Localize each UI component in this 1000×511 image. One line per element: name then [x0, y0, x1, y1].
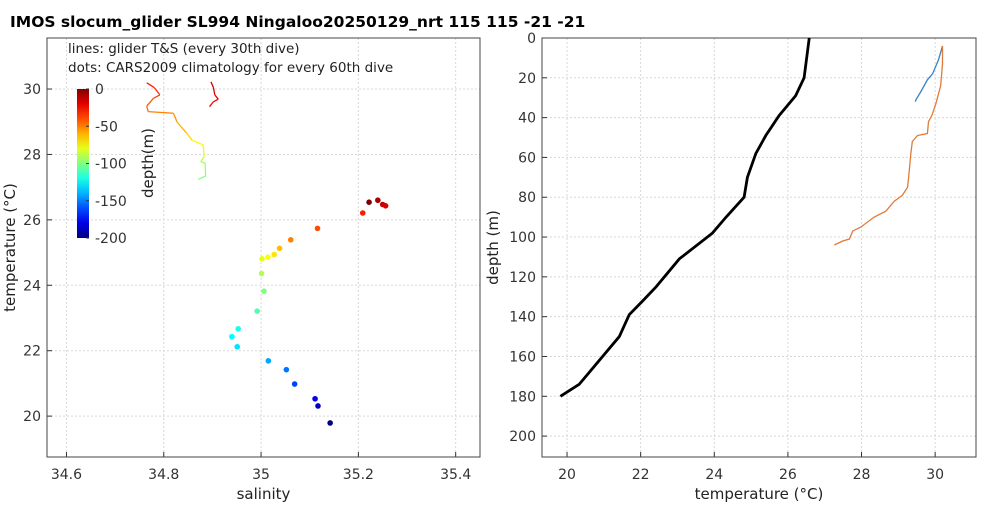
y-tick-label: 28 — [23, 147, 41, 163]
x-tick-label: 34.6 — [51, 467, 82, 483]
glider-ts-segment — [200, 156, 205, 163]
y-tick-label: 20 — [518, 71, 536, 87]
glider-ts-segment — [176, 121, 188, 134]
plot-frame — [541, 37, 977, 458]
y-tick-label: 40 — [518, 111, 536, 127]
colorbar-tick-label: -50 — [95, 119, 118, 135]
glider-ts-segment — [210, 81, 214, 88]
x-tick-label: 35 — [252, 467, 270, 483]
colorbar-label: depth(m) — [139, 128, 157, 198]
profile-line — [559, 37, 811, 398]
x-tick-label: 22 — [632, 467, 650, 483]
legend-text: lines: glider T&S (every 30th dive) — [68, 41, 300, 57]
climatology-dot — [259, 255, 265, 262]
climatology-dot — [276, 245, 283, 252]
climatology-dot — [234, 343, 241, 350]
climatology-dot — [258, 270, 265, 277]
climatology-dot — [265, 358, 272, 364]
y-tick-label: 26 — [23, 213, 41, 229]
x-tick-label: 30 — [926, 467, 944, 483]
climatology-dot — [271, 251, 278, 258]
figure-title: IMOS slocum_glider SL994 Ningaloo2025012… — [10, 13, 585, 31]
glider-ts-segment — [146, 82, 155, 88]
climatology-dot — [382, 202, 389, 209]
colorbar-tick-label: 0 — [95, 82, 104, 98]
x-tick-label: 28 — [853, 467, 871, 483]
glider-ts-segment — [153, 94, 161, 99]
climatology-dot — [312, 395, 318, 402]
glider-ts-segment — [191, 139, 204, 146]
colorbar-tick-label: -150 — [95, 194, 127, 210]
glider-ts-segment — [148, 110, 174, 114]
climatology-dot — [235, 325, 242, 332]
glider-ts-segment — [200, 161, 206, 164]
glider-ts-segment — [212, 87, 216, 96]
climatology-dot — [314, 225, 321, 232]
climatology-dot — [254, 308, 260, 314]
glider-ts-segment — [213, 98, 219, 103]
profile-line — [914, 45, 944, 102]
x-tick-label: 24 — [705, 467, 723, 483]
x-tick-label: 35.2 — [343, 467, 374, 483]
glider-ts-segment — [198, 175, 206, 180]
y-tick-label: 180 — [509, 389, 536, 405]
y-tick-label: 100 — [509, 230, 536, 246]
climatology-dot — [327, 420, 333, 426]
climatology-dot — [375, 197, 381, 204]
temperature-profile: 20 22 24 26 28 30 0 20 40 60 80 100 120 140 160 180 200 t… — [484, 31, 977, 503]
y-tick-label: 200 — [509, 429, 536, 445]
y-tick-label: 0 — [527, 31, 536, 47]
climatology-dot — [287, 237, 294, 243]
y-tick-label: 140 — [509, 310, 536, 326]
glider-ts-segment — [146, 105, 149, 112]
y-tick-label: 160 — [509, 349, 536, 365]
glider-ts-segment — [172, 112, 178, 122]
x-tick-label: 26 — [779, 467, 797, 483]
x-axis-label: temperature (°C) — [695, 485, 824, 503]
glider-ts-segment — [202, 144, 205, 157]
climatology-dot — [283, 366, 290, 373]
glider-ts-segment — [208, 101, 214, 108]
climatology-dot — [229, 333, 235, 340]
profile-line — [834, 45, 944, 246]
y-axis-label: temperature (°C) — [1, 183, 19, 312]
colorbar-tick-label: -200 — [95, 231, 127, 247]
glider-ts-segment — [153, 86, 161, 96]
x-tick-label: 35.4 — [440, 467, 471, 483]
climatology-dot — [359, 210, 366, 216]
glider-ts-segment — [214, 94, 219, 100]
climatology-dot — [366, 199, 372, 205]
glider-ts-segment — [146, 97, 155, 107]
y-tick-label: 24 — [23, 278, 41, 294]
ts-diagram: 34.6 34.8 35 35.2 35.4 20 22 24 26 28 30 salinity te… — [1, 37, 481, 503]
plot-frame — [46, 37, 481, 458]
climatology-dot — [315, 403, 321, 409]
climatology-dot — [265, 254, 271, 260]
y-tick-label: 20 — [23, 409, 41, 425]
glider-ts-segment — [186, 132, 193, 141]
x-axis-label: salinity — [237, 485, 291, 503]
y-tick-label: 22 — [23, 344, 41, 360]
y-tick-label: 120 — [509, 270, 536, 286]
y-tick-label: 30 — [23, 82, 41, 98]
colorbar-tick-label: -100 — [95, 157, 127, 173]
x-tick-label: 20 — [558, 467, 576, 483]
x-tick-label: 34.8 — [148, 467, 179, 483]
y-axis-label: depth (m) — [484, 210, 502, 285]
climatology-dot — [261, 288, 267, 294]
legend-text: dots: CARS2009 climatology for every 60t… — [68, 60, 393, 76]
y-tick-label: 60 — [518, 150, 536, 166]
y-tick-label: 80 — [518, 190, 536, 206]
climatology-dot — [291, 381, 298, 387]
